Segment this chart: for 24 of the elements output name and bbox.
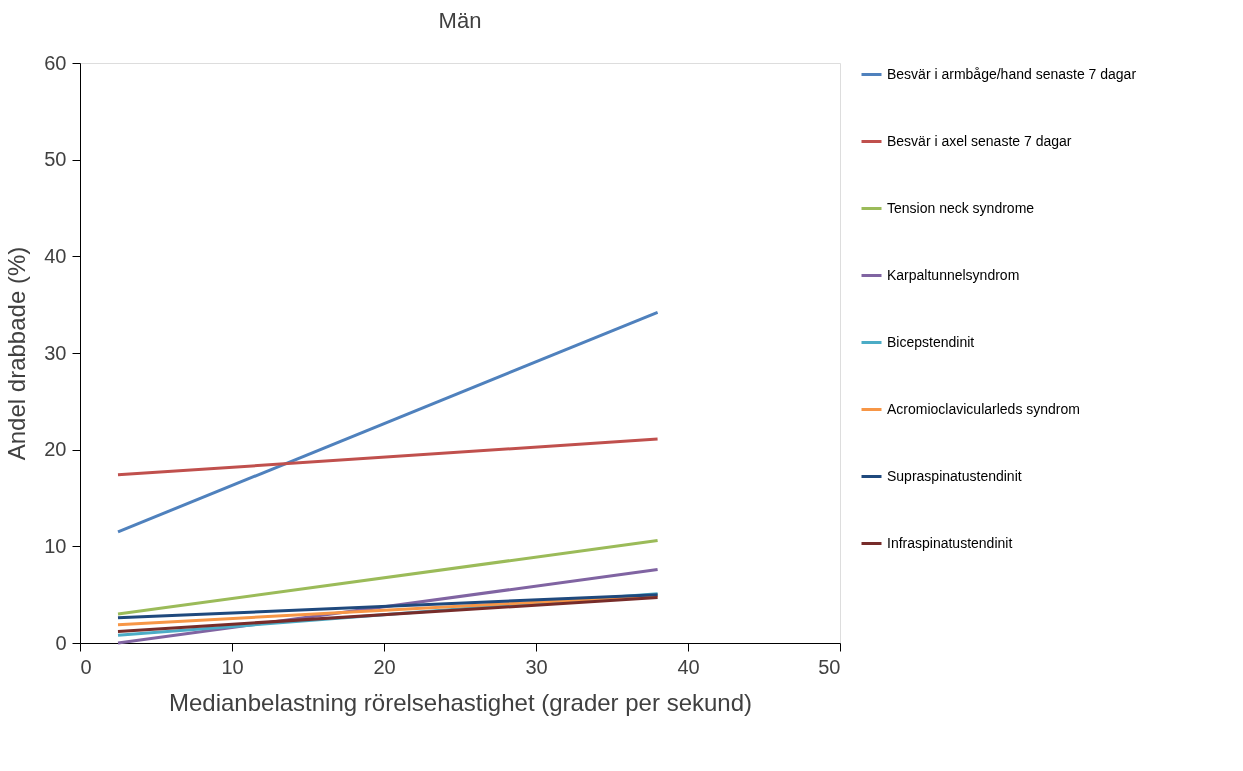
legend-label: Bicepstendinit: [887, 333, 975, 350]
legend-label: Infraspinatustendinit: [887, 534, 1013, 551]
x-tick-label: 10: [221, 655, 244, 678]
x-tick-label: 30: [525, 655, 548, 678]
legend-label: Besvär i axel senaste 7 dagar: [887, 132, 1072, 149]
legend-label: Besvär i armbåge/hand senaste 7 dagar: [887, 65, 1137, 82]
legend-label: Acromioclavicularleds syndrom: [887, 400, 1080, 417]
x-tick-label: 50: [818, 655, 841, 678]
x-tick-label: 20: [373, 655, 396, 678]
y-tick-label: 0: [55, 631, 67, 654]
y-axis-title: Andel drabbade (%): [3, 246, 31, 461]
legend-label: Supraspinatustendinit: [887, 467, 1022, 484]
y-tick-label: 20: [44, 438, 67, 461]
y-tick-label: 30: [44, 341, 67, 364]
y-tick-label: 60: [44, 51, 67, 74]
legend-label: Tension neck syndrome: [887, 199, 1035, 216]
y-tick-label: 40: [44, 244, 67, 267]
x-axis-title: Medianbelastning rörelsehastighet (grader per sekund): [168, 688, 753, 716]
legend-label: Karpaltunnelsyndrom: [887, 266, 1020, 283]
x-tick-label: 40: [677, 655, 700, 678]
x-tick-label: 0: [80, 655, 92, 678]
y-tick-label: 50: [44, 148, 67, 171]
y-tick-label: 10: [44, 534, 67, 557]
chart-title: Män: [438, 8, 482, 33]
